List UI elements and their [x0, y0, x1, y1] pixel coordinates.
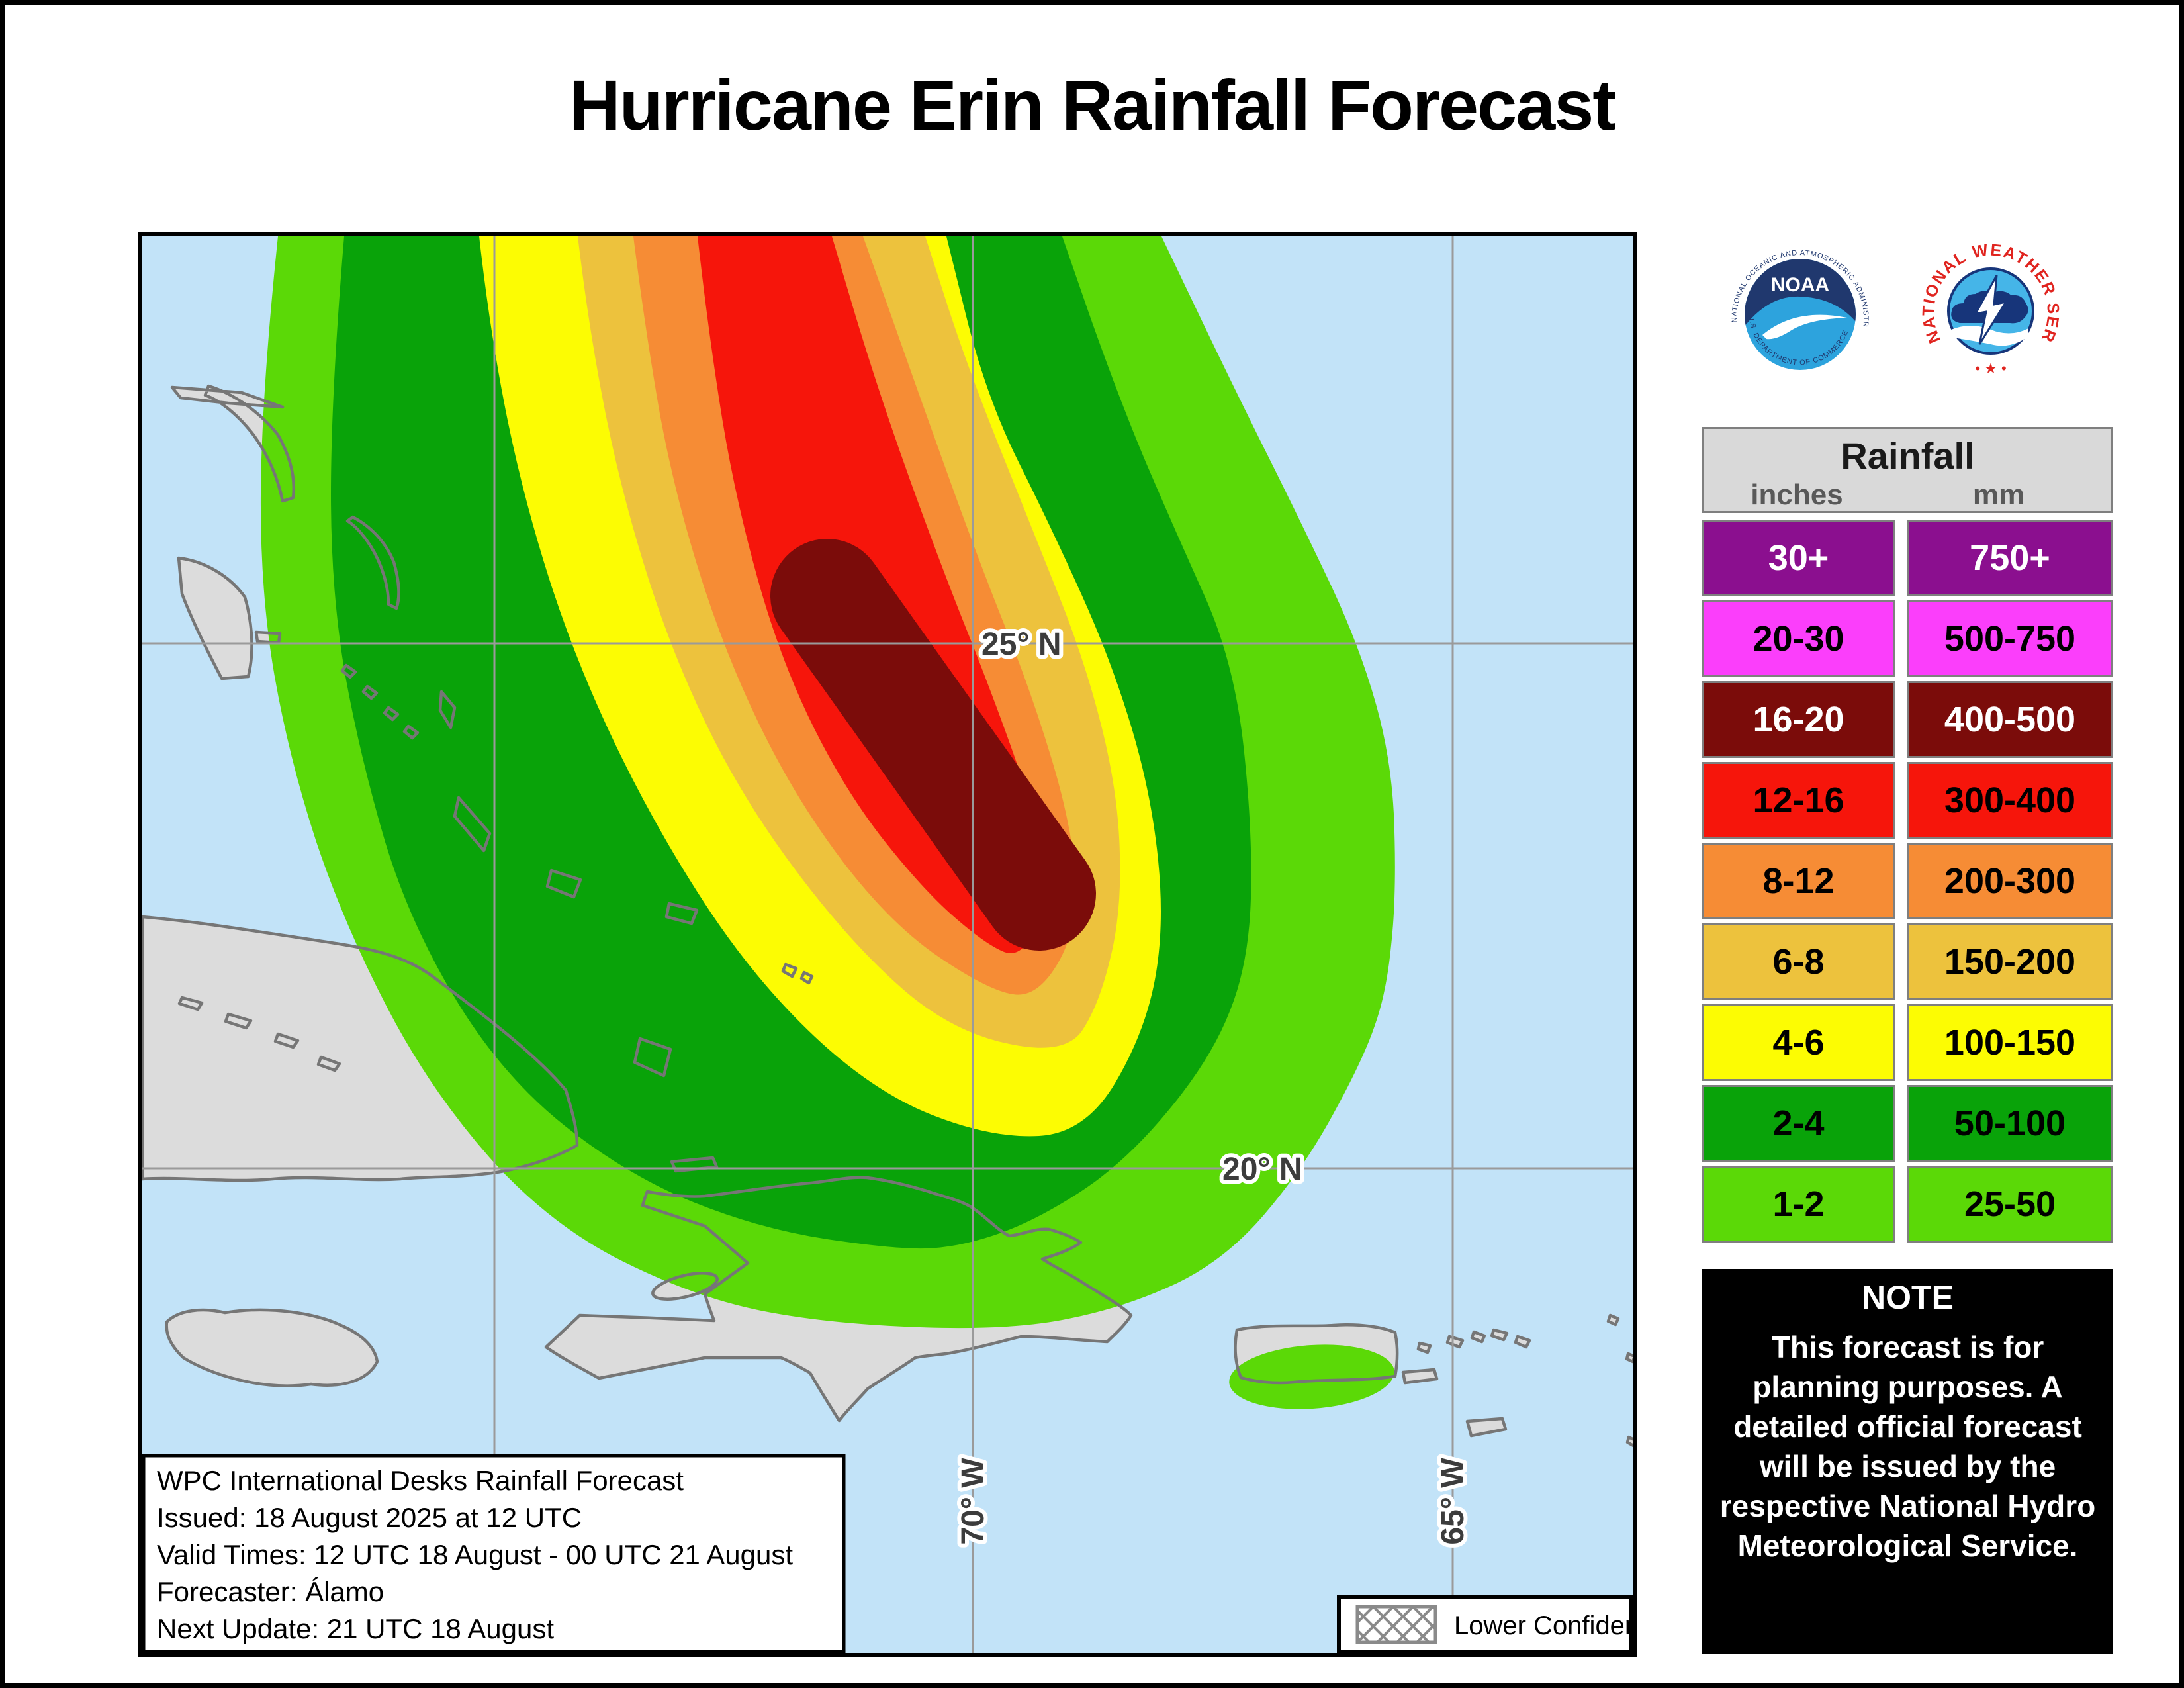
nws-logo: NATIONAL WEATHER SERVICE • ★ • — [1915, 237, 2065, 387]
legend-row: 6-8 150-200 — [1702, 923, 2113, 1000]
nws-stars: • ★ • — [1975, 360, 2006, 377]
nws-lightning-icon — [1974, 275, 2009, 345]
graticule — [142, 236, 1633, 1653]
legend-cell-inches: 20-30 — [1702, 600, 1895, 677]
nws-wave — [1951, 326, 2028, 346]
note-body: This forecast is for planning purposes. … — [1719, 1330, 2096, 1563]
legend-col-mm: mm — [1972, 479, 2025, 511]
legend-title: Rainfall — [1841, 435, 1975, 477]
info-line-forecaster: Forecaster: Álamo — [157, 1576, 384, 1607]
legend-cell-mm: 300-400 — [1907, 762, 2113, 839]
legend-cell-inches: 1-2 — [1702, 1166, 1895, 1243]
legend-row: 20-30 500-750 — [1702, 600, 2113, 677]
legend-row: 16-20 400-500 — [1702, 681, 2113, 758]
info-line-next-update: Next Update: 21 UTC 18 August — [157, 1613, 554, 1644]
noaa-gull-icon — [1762, 314, 1847, 340]
legend-cell-inches: 12-16 — [1702, 762, 1895, 839]
legend-cell-inches: 6-8 — [1702, 923, 1895, 1000]
note-title: NOTE — [1862, 1279, 1954, 1316]
legend-cell-mm: 200-300 — [1907, 843, 2113, 919]
legend-cell-mm: 100-150 — [1907, 1004, 2113, 1081]
legend-cell-mm: 50-100 — [1907, 1085, 2113, 1162]
legend-row: 1-2 25-50 — [1702, 1166, 2113, 1243]
legend-row: 30+ 750+ — [1702, 520, 2113, 596]
info-line-valid: Valid Times: 12 UTC 18 August - 00 UTC 2… — [157, 1539, 793, 1570]
legend-row: 4-6 100-150 — [1702, 1004, 2113, 1081]
noaa-wordmark: NOAA — [1771, 274, 1829, 296]
lower-confidence-box: Lower Confidence — [1337, 1595, 1633, 1653]
legend-rows: 30+ 750+ 20-30 500-750 16-20 400-500 12-… — [1702, 520, 2113, 1243]
legend-cell-inches: 16-20 — [1702, 681, 1895, 758]
lower-confidence-swatch — [1355, 1605, 1437, 1644]
lower-confidence-label: Lower Confidence — [1454, 1611, 1633, 1640]
rainfall-contours — [260, 236, 1395, 1409]
contour-1-2in-puerto-rico — [1229, 1344, 1394, 1409]
noaa-sky — [1745, 259, 1856, 326]
contour-16-20in — [770, 539, 1096, 951]
issuance-info-box: WPC International Desks Rainfall Forecas… — [142, 1454, 846, 1653]
legend-row: 2-4 50-100 — [1702, 1085, 2113, 1162]
info-line-product: WPC International Desks Rainfall Forecas… — [157, 1465, 684, 1496]
legend-cell-inches: 30+ — [1702, 520, 1895, 596]
label-25n: 25° N — [981, 627, 1062, 662]
legend-col-inches: inches — [1751, 479, 1843, 511]
legend-cell-inches: 4-6 — [1702, 1004, 1895, 1081]
legend-cell-mm: 150-200 — [1907, 923, 2113, 1000]
legend-header: Rainfall inches mm — [1702, 427, 2113, 513]
legend-row: 8-12 200-300 — [1702, 843, 2113, 919]
legend-cell-mm: 500-750 — [1907, 600, 2113, 677]
legend-cell-mm: 25-50 — [1907, 1166, 2113, 1243]
map-frame: 25° N 20° N 70° W 65° W 75° W WPC Intern… — [138, 232, 1637, 1657]
legend-cell-inches: 8-12 — [1702, 843, 1895, 919]
info-line-issued: Issued: 18 August 2025 at 12 UTC — [157, 1502, 582, 1533]
label-20n: 20° N — [1222, 1152, 1302, 1187]
noaa-logo: NATIONAL OCEANIC AND ATMOSPHERIC ADMINIS… — [1729, 244, 1869, 383]
page-title: Hurricane Erin Rainfall Forecast — [569, 65, 1617, 145]
legend-cell-mm: 750+ — [1907, 520, 2113, 596]
legend-cell-inches: 2-4 — [1702, 1085, 1895, 1162]
note-box: NOTE This forecast is for planning purpo… — [1702, 1269, 2113, 1654]
label-70w: 70° W — [956, 1458, 991, 1545]
rainfall-map: 25° N 20° N 70° W 65° W 75° W WPC Intern… — [142, 236, 1633, 1653]
rainfall-legend: Rainfall inches mm 30+ 750+ 20-30 500-75… — [1702, 427, 2113, 1246]
legend-cell-mm: 400-500 — [1907, 681, 2113, 758]
label-65w: 65° W — [1435, 1458, 1471, 1545]
legend-row: 12-16 300-400 — [1702, 762, 2113, 839]
